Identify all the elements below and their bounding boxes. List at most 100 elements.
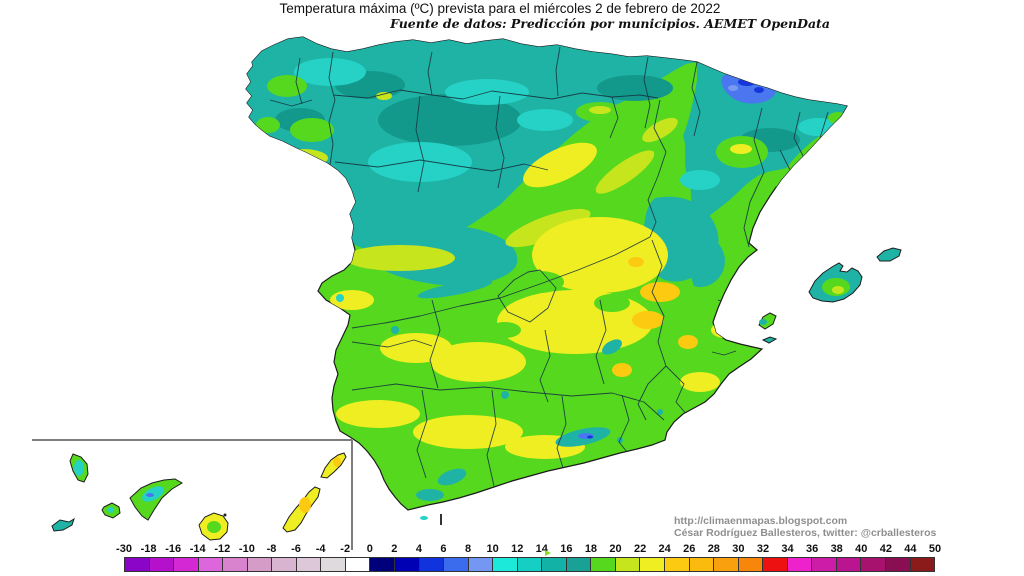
colorbar-label: -16 — [165, 543, 182, 555]
colorbar-cell — [836, 558, 862, 571]
colorbar-cell — [615, 558, 641, 571]
colorbar-label: -10 — [238, 543, 255, 555]
alcantara-reservoir-dot — [336, 294, 344, 302]
colorbar-labels: -30 -18 -16 -14 -12 -10 -8 -6 -4 -2 0 2 4 6 8 10 12 14 16 1… — [116, 543, 941, 556]
colorbar-label: 38 — [830, 543, 843, 555]
colorbar-label: 10 — [486, 543, 499, 555]
colorbar-label: 24 — [658, 543, 671, 555]
colorbar-cell — [640, 558, 666, 571]
tarifa-islet — [420, 516, 428, 520]
colorbar-cell — [296, 558, 322, 571]
map-tick-artifact — [440, 514, 442, 525]
colorbar-label: 34 — [781, 543, 794, 555]
colorbar-cell — [738, 558, 764, 571]
gran-canaria-dot — [223, 513, 227, 517]
colorbar-label: 22 — [633, 543, 647, 555]
yellow-green-transition-patches — [276, 92, 678, 271]
menorca — [876, 247, 902, 262]
colorbar-cell — [149, 558, 175, 571]
sierra-nevada-coldest-dot — [587, 435, 593, 439]
colorbar-cell — [861, 558, 886, 571]
balearic-islands — [758, 247, 902, 344]
colorbar-cell — [517, 558, 543, 571]
colorbar-label: 16 — [560, 543, 573, 555]
colorbar-label: 18 — [584, 543, 598, 555]
cyan-mild-patches — [294, 58, 838, 190]
lanzarote — [320, 452, 347, 479]
colorbar-label: 30 — [732, 543, 745, 555]
colorbar-label: 32 — [756, 543, 770, 555]
colorbar-label: 20 — [609, 543, 622, 555]
colorbar-cells — [124, 557, 935, 572]
colorbar-label: 44 — [904, 543, 917, 555]
colorbar-label: -14 — [189, 543, 206, 555]
page-title: Temperatura máxima (ºC) prevista para el… — [279, 1, 721, 16]
colorbar-cell — [198, 558, 224, 571]
colorbar-label: 6 — [440, 543, 447, 555]
colorbar-cell — [468, 558, 494, 571]
colorbar-cell — [787, 558, 813, 571]
colorbar-cell — [223, 558, 248, 571]
green-breaks-in-yellow — [412, 271, 630, 399]
colorbar-cell — [321, 558, 346, 571]
colorbar-cell — [665, 558, 690, 571]
attribution-author: César Rodríguez Ballesteros, twitter: @c… — [674, 527, 937, 539]
colorbar-label: 50 — [928, 543, 942, 555]
mallorca-interior-warm — [832, 286, 844, 294]
colorbar-label: 8 — [464, 543, 472, 555]
colorbar-cell — [714, 558, 739, 571]
colorbar-cell — [247, 558, 273, 571]
colorbar-label: -4 — [315, 543, 326, 555]
colorbar-label: 2 — [391, 543, 398, 555]
colorbar-label: -2 — [340, 543, 351, 555]
colorbar-label: -18 — [140, 543, 157, 555]
colorbar-cell — [174, 558, 199, 571]
colorbar-label: 4 — [415, 543, 422, 555]
canary-islands — [51, 452, 347, 541]
lanzarote-warm-core — [333, 457, 341, 467]
colorbar-label: 12 — [511, 543, 524, 555]
fuerteventura-warm-core — [299, 497, 311, 513]
colorbar-label: 42 — [879, 543, 892, 555]
attribution: http://climaenmapas.blogspot.com César R… — [674, 515, 936, 539]
colorbar-label: -12 — [214, 543, 231, 555]
colorbar-cell — [370, 558, 396, 571]
scale-marker-artifact — [545, 550, 551, 556]
colorbar-cell — [395, 558, 420, 571]
page-subtitle: Fuente de datos: Predicción por municipi… — [390, 16, 830, 31]
colorbar-cell — [910, 558, 935, 571]
colorbar-label: 14 — [535, 543, 548, 555]
colorbar-label: 40 — [855, 543, 868, 555]
colorbar-cell — [689, 558, 715, 571]
colorbar-cell — [125, 558, 150, 571]
ibiza-cool-spot — [759, 319, 767, 325]
attribution-url: http://climaenmapas.blogspot.com — [674, 515, 848, 527]
southeast-gold-warm-spots — [612, 257, 698, 377]
colorbar-cell — [566, 558, 592, 571]
ibiza — [758, 312, 777, 330]
colorbar-cell — [763, 558, 788, 571]
colorbar-cell — [444, 558, 469, 571]
colorbar-label: 0 — [366, 543, 373, 555]
formentera — [761, 336, 778, 344]
el-hierro — [51, 517, 75, 532]
canary-inset-frame — [32, 439, 353, 550]
colorbar-cell — [272, 558, 297, 571]
gran-canaria-interior — [207, 521, 221, 533]
colorbar-cell — [591, 558, 616, 571]
colorbar-label: -8 — [266, 543, 277, 555]
colorbar-cell — [345, 558, 371, 571]
colorbar-label: 26 — [683, 543, 696, 555]
colorbar-label: 28 — [707, 543, 720, 555]
la-palma-cool-core — [74, 460, 84, 476]
colorbar-cell — [493, 558, 518, 571]
colorbar-label: 36 — [805, 543, 819, 555]
colorbar-cell — [812, 558, 837, 571]
tenerife-teide-cold-dot — [146, 493, 154, 497]
la-gomera-cool-dot — [108, 507, 114, 513]
colorbar-cell — [542, 558, 567, 571]
colorbar-label: -30 — [116, 543, 132, 555]
tenerife — [129, 478, 183, 521]
